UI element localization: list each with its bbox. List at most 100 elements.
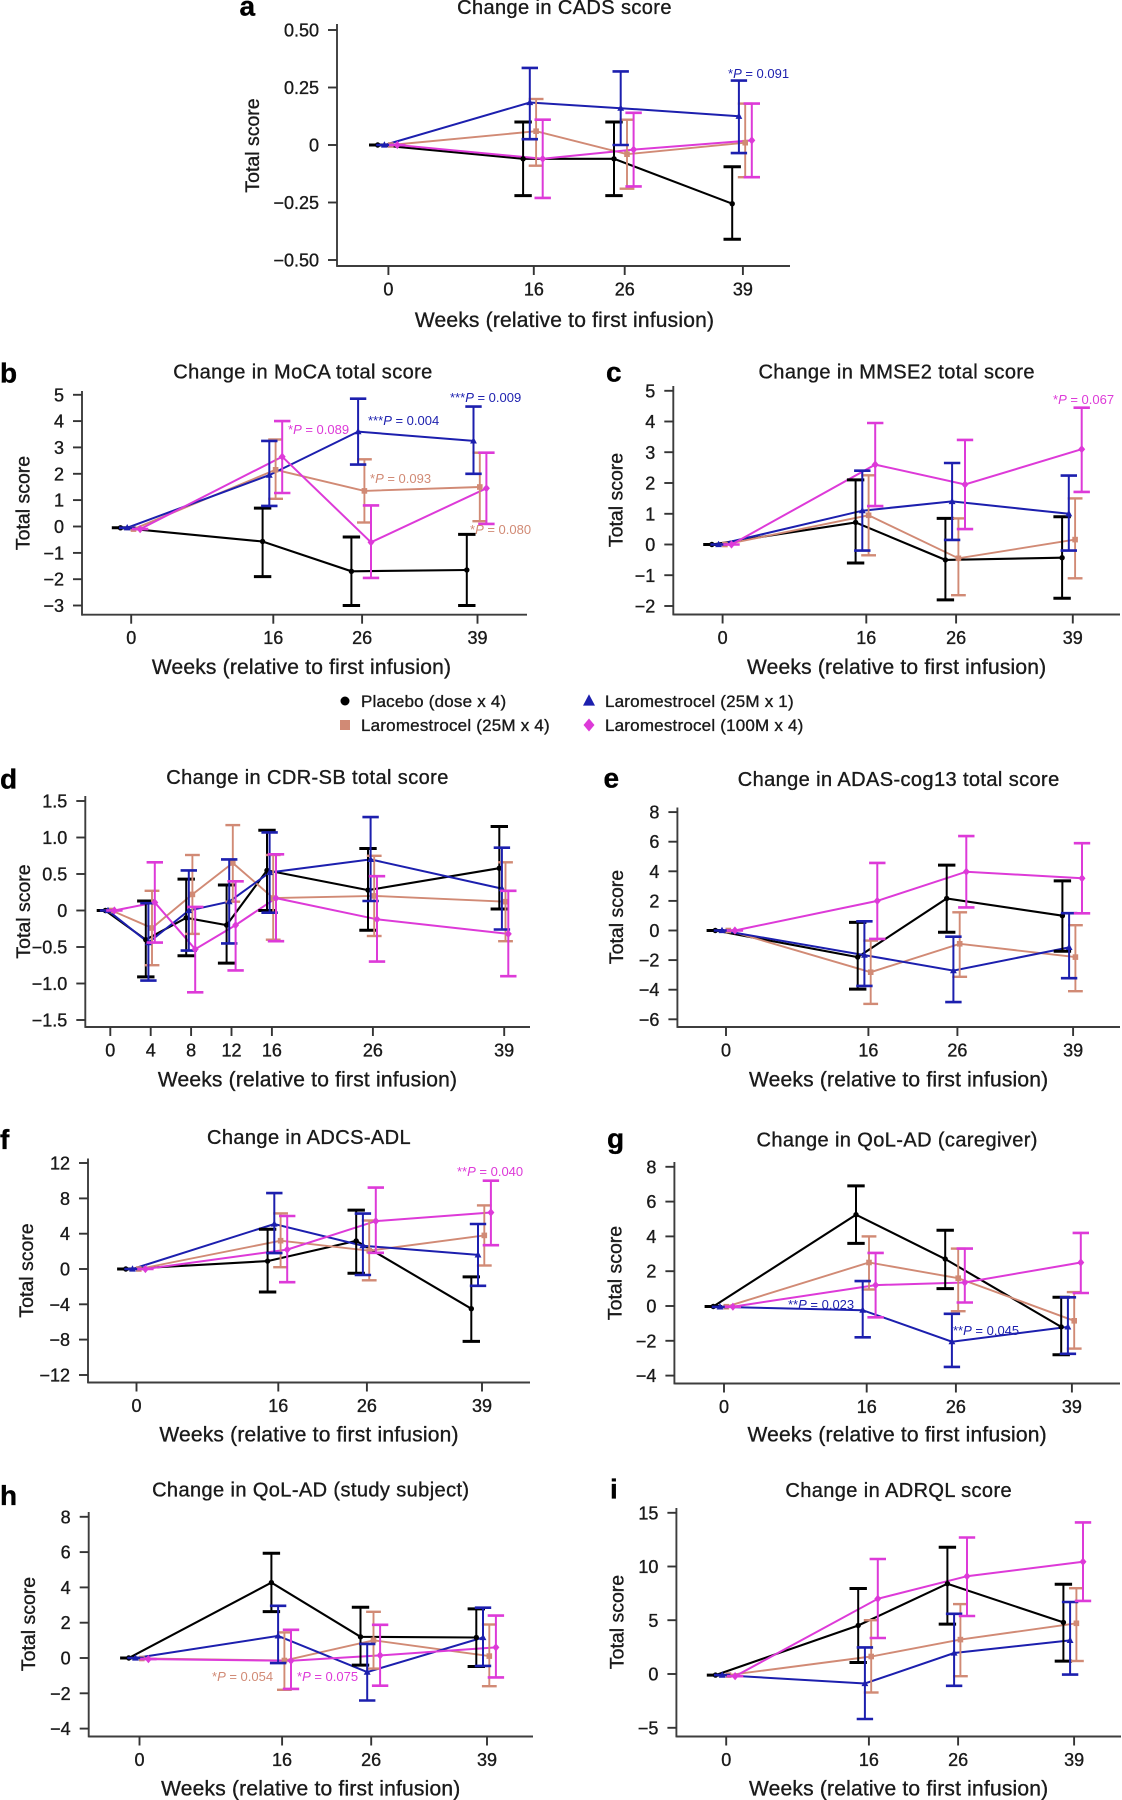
svg-text:Total score: Total score — [13, 864, 35, 958]
svg-text:8: 8 — [649, 803, 659, 823]
svg-text:0: 0 — [718, 628, 728, 648]
svg-text:4: 4 — [146, 1041, 156, 1061]
svg-text:−2: −2 — [50, 1684, 71, 1704]
svg-text:0: 0 — [61, 1649, 71, 1669]
svg-text:h: h — [0, 1480, 17, 1511]
svg-text:Change in QoL-AD (study subjec: Change in QoL-AD (study subject) — [152, 1480, 469, 1502]
svg-text:39: 39 — [733, 280, 753, 300]
svg-text:16: 16 — [857, 1397, 877, 1417]
svg-text:39: 39 — [472, 1396, 492, 1416]
svg-text:0: 0 — [649, 921, 659, 941]
svg-text:1.0: 1.0 — [42, 828, 67, 848]
svg-text:8: 8 — [60, 1189, 70, 1209]
svg-text:Total score: Total score — [606, 453, 628, 547]
svg-text:0: 0 — [126, 628, 136, 648]
svg-text:26: 26 — [946, 1397, 966, 1417]
svg-text:**P = 0.023: **P = 0.023 — [788, 1297, 854, 1312]
svg-text:−4: −4 — [49, 1295, 70, 1315]
svg-text:0: 0 — [131, 1396, 141, 1416]
svg-text:4: 4 — [649, 862, 659, 882]
svg-text:0: 0 — [105, 1041, 115, 1061]
svg-text:e: e — [604, 763, 620, 794]
svg-text:0: 0 — [309, 136, 319, 156]
svg-text:26: 26 — [948, 1750, 968, 1770]
svg-text:−2: −2 — [639, 951, 660, 971]
svg-text:6: 6 — [646, 1192, 656, 1212]
svg-text:*P = 0.054: *P = 0.054 — [212, 1669, 273, 1684]
svg-text:*P = 0.080: *P = 0.080 — [470, 522, 531, 537]
svg-text:Total score: Total score — [607, 1575, 629, 1669]
svg-text:**P = 0.045: **P = 0.045 — [953, 1323, 1019, 1338]
svg-text:16: 16 — [272, 1750, 292, 1770]
svg-text:0: 0 — [383, 280, 393, 300]
svg-text:16: 16 — [524, 280, 544, 300]
svg-text:0: 0 — [648, 1665, 658, 1685]
svg-text:1: 1 — [645, 504, 655, 524]
svg-text:4: 4 — [646, 1227, 656, 1247]
svg-text:2: 2 — [61, 1613, 71, 1633]
svg-text:Total score: Total score — [605, 1226, 627, 1320]
svg-text:Total score: Total score — [18, 1577, 40, 1671]
svg-text:Weeks (relative to first infus: Weeks (relative to first infusion) — [749, 1069, 1048, 1092]
svg-text:2: 2 — [646, 1262, 656, 1282]
svg-text:Change in ADAS-cog13 total sco: Change in ADAS-cog13 total score — [738, 769, 1060, 791]
svg-text:0.25: 0.25 — [284, 78, 319, 98]
svg-text:−8: −8 — [49, 1330, 70, 1350]
svg-text:39: 39 — [477, 1750, 497, 1770]
svg-text:4: 4 — [54, 412, 64, 432]
svg-text:1.5: 1.5 — [42, 792, 67, 812]
svg-text:Change in QoL-AD (caregiver): Change in QoL-AD (caregiver) — [757, 1130, 1038, 1152]
svg-text:Change in ADRQL score: Change in ADRQL score — [785, 1480, 1012, 1502]
svg-text:c: c — [606, 357, 622, 388]
svg-text:Weeks (relative to first infus: Weeks (relative to first infusion) — [152, 656, 451, 679]
svg-text:12: 12 — [221, 1041, 241, 1061]
svg-text:Change in MMSE2 total score: Change in MMSE2 total score — [758, 362, 1034, 384]
svg-text:16: 16 — [859, 1750, 879, 1770]
svg-text:5: 5 — [648, 1611, 658, 1631]
svg-text:6: 6 — [61, 1543, 71, 1563]
svg-text:−2: −2 — [636, 1331, 657, 1351]
svg-text:−4: −4 — [50, 1719, 71, 1739]
svg-text:Change in CADS score: Change in CADS score — [457, 0, 672, 19]
svg-text:Placebo (dose x 4): Placebo (dose x 4) — [361, 692, 506, 711]
svg-text:*P = 0.091: *P = 0.091 — [728, 66, 789, 81]
svg-text:16: 16 — [858, 1041, 878, 1061]
svg-text:Weeks (relative to first infus: Weeks (relative to first infusion) — [747, 656, 1046, 679]
svg-text:Laromestrocel (100M x 4): Laromestrocel (100M x 4) — [605, 716, 803, 735]
svg-text:0: 0 — [60, 1260, 70, 1280]
svg-text:16: 16 — [262, 1041, 282, 1061]
svg-text:−4: −4 — [636, 1366, 657, 1386]
svg-text:26: 26 — [363, 1041, 383, 1061]
svg-text:−0.50: −0.50 — [273, 251, 319, 271]
svg-text:5: 5 — [54, 385, 64, 405]
svg-text:Weeks (relative to first infus: Weeks (relative to first infusion) — [159, 1424, 458, 1447]
svg-text:10: 10 — [638, 1557, 658, 1577]
svg-text:Total score: Total score — [16, 1223, 38, 1317]
svg-text:26: 26 — [352, 628, 372, 648]
svg-text:Weeks (relative to first infus: Weeks (relative to first infusion) — [161, 1778, 460, 1800]
svg-text:**P = 0.040: **P = 0.040 — [457, 1164, 523, 1179]
svg-text:2: 2 — [54, 464, 64, 484]
svg-text:39: 39 — [1062, 1397, 1082, 1417]
svg-text:*P = 0.067: *P = 0.067 — [1053, 392, 1114, 407]
svg-text:*P = 0.093: *P = 0.093 — [370, 471, 431, 486]
svg-text:26: 26 — [947, 1041, 967, 1061]
svg-text:*P = 0.075: *P = 0.075 — [297, 1669, 358, 1684]
svg-text:0: 0 — [719, 1397, 729, 1417]
svg-text:0: 0 — [721, 1750, 731, 1770]
svg-text:−1.5: −1.5 — [32, 1011, 68, 1031]
svg-text:16: 16 — [856, 628, 876, 648]
svg-text:***P = 0.009: ***P = 0.009 — [450, 390, 521, 405]
svg-text:0.5: 0.5 — [42, 865, 67, 885]
svg-text:−5: −5 — [638, 1718, 659, 1738]
svg-text:4: 4 — [61, 1578, 71, 1598]
svg-text:12: 12 — [50, 1154, 70, 1174]
svg-text:−1: −1 — [43, 543, 64, 563]
svg-text:Laromestrocel (25M x 1): Laromestrocel (25M x 1) — [605, 692, 794, 711]
svg-text:Total score: Total score — [606, 870, 628, 964]
svg-text:Weeks (relative to first infus: Weeks (relative to first infusion) — [749, 1778, 1048, 1800]
svg-text:−4: −4 — [639, 980, 660, 1000]
svg-text:***P = 0.004: ***P = 0.004 — [368, 413, 439, 428]
svg-text:4: 4 — [645, 412, 655, 432]
svg-text:0: 0 — [646, 1297, 656, 1317]
